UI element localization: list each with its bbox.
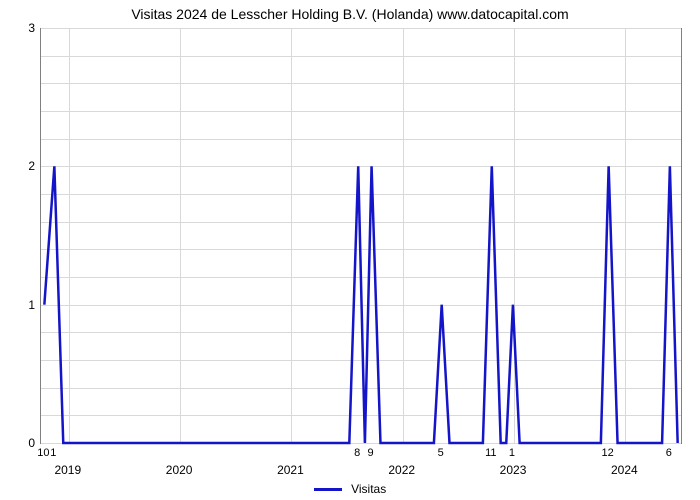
line-chart-svg: [41, 28, 681, 443]
y-tick-label: 0: [5, 436, 35, 450]
x-tick-major-label: 2024: [611, 463, 638, 477]
chart-container: Visitas 2024 de Lesscher Holding B.V. (H…: [0, 0, 700, 500]
y-tick-label: 1: [5, 298, 35, 312]
x-tick-minor-label: 6: [666, 447, 672, 459]
x-tick-major-label: 2021: [277, 463, 304, 477]
plot-area: [40, 28, 682, 444]
x-tick-major-label: 2023: [500, 463, 527, 477]
x-tick-minor-label: 1: [509, 447, 515, 459]
data-line: [44, 166, 677, 443]
x-tick-major-label: 2022: [388, 463, 415, 477]
legend: Visitas: [0, 482, 700, 496]
chart-title: Visitas 2024 de Lesscher Holding B.V. (H…: [0, 6, 700, 22]
x-tick-major-label: 2020: [166, 463, 193, 477]
legend-swatch: [314, 488, 342, 491]
y-tick-label: 2: [5, 159, 35, 173]
x-tick-major-label: 2019: [54, 463, 81, 477]
x-tick-minor-label: 10: [37, 447, 49, 459]
x-tick-minor-label: 9: [368, 447, 374, 459]
legend-label: Visitas: [351, 482, 386, 496]
x-tick-minor-label: 8: [354, 447, 360, 459]
x-tick-minor-label: 11: [485, 447, 496, 459]
y-tick-label: 3: [5, 21, 35, 35]
x-tick-minor-label: 1: [50, 447, 56, 459]
x-tick-minor-label: 12: [602, 447, 614, 459]
x-tick-minor-label: 5: [438, 447, 444, 459]
